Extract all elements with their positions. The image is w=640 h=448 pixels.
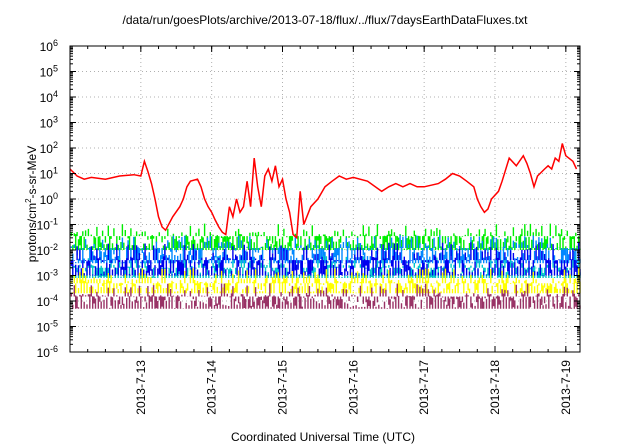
y-tick-label-base: 10 (37, 295, 51, 309)
y-tick-label: 102 (40, 140, 58, 156)
y-axis-label-sup: 2 (24, 198, 33, 203)
x-tick-label: 2013-7-15 (276, 360, 290, 415)
y-tick-label: 10-2 (37, 242, 58, 258)
y-tick-label-sup: -4 (50, 293, 58, 303)
y-tick-label: 105 (40, 64, 58, 80)
y-tick-label-sup: 3 (53, 115, 58, 125)
y-tick-label: 101 (40, 166, 58, 182)
y-axis-label: protons/cm2-s-sr-MeV (24, 146, 39, 262)
series-band-path (70, 268, 581, 294)
series-band (70, 283, 581, 309)
y-tick-label-sup: -5 (50, 319, 58, 329)
y-tick-label-sup: -1 (50, 217, 58, 227)
y-tick-label-base: 10 (37, 270, 51, 284)
y-tick-label: 10-5 (37, 319, 58, 335)
y-tick-label-base: 10 (40, 117, 54, 131)
x-tick-label: 2013-7-16 (346, 360, 360, 415)
y-tick-label: 10-4 (37, 293, 58, 309)
y-tick-label-sup: 0 (53, 191, 58, 201)
y-tick-label: 10-3 (37, 268, 58, 284)
y-tick-label-sup: 1 (53, 166, 58, 176)
y-tick-label-sup: -3 (50, 268, 58, 278)
y-axis-label-rest: -s-sr-MeV (25, 146, 39, 199)
y-tick-label: 10-1 (37, 217, 58, 233)
series-band-path (70, 235, 581, 264)
y-tick-label-base: 10 (40, 40, 54, 54)
y-tick-label-base: 10 (37, 321, 51, 335)
y-tick-label-base: 10 (37, 346, 51, 360)
x-tick-label: 2013-7-19 (559, 360, 573, 415)
x-tick-label: 2013-7-18 (488, 360, 502, 415)
x-tick-label: 2013-7-13 (134, 360, 148, 415)
series-band (70, 235, 581, 264)
series-band (70, 268, 581, 294)
y-tick-label: 104 (40, 89, 58, 105)
chart-title: /data/run/goesPlots/archive/2013-07-18/f… (123, 13, 529, 27)
y-tick-label: 10-6 (37, 344, 58, 360)
y-tick-label-sup: 2 (53, 140, 58, 150)
y-tick-label-sup: 6 (53, 38, 58, 48)
y-tick-label-sup: -6 (50, 344, 58, 354)
y-tick-label: 103 (40, 115, 58, 131)
y-tick-label-base: 10 (40, 91, 54, 105)
y-tick-label-sup: 4 (53, 89, 58, 99)
x-axis-label: Coordinated Universal Time (UTC) (231, 430, 415, 444)
y-tick-label: 100 (40, 191, 58, 207)
series-line (69, 143, 578, 240)
y-tick-label-sup: -2 (50, 242, 58, 252)
x-tick-label: 2013-7-17 (417, 360, 431, 415)
y-tick-label-base: 10 (37, 244, 51, 258)
x-tick-label: 2013-7-14 (205, 360, 219, 415)
series-group (69, 143, 581, 309)
y-tick-label-base: 10 (37, 219, 51, 233)
y-tick-label-sup: 5 (53, 64, 58, 74)
y-tick-label-base: 10 (40, 66, 54, 80)
y-tick-label-base: 10 (40, 168, 54, 182)
axis-ticks: 10-610-510-410-310-210-11001011021031041… (37, 38, 580, 415)
y-tick-label-base: 10 (40, 142, 54, 156)
series-band-path (70, 283, 581, 309)
y-tick-label-base: 10 (40, 193, 54, 207)
y-tick-label: 106 (40, 38, 58, 54)
y-axis-label-base: protons/cm (25, 203, 39, 262)
